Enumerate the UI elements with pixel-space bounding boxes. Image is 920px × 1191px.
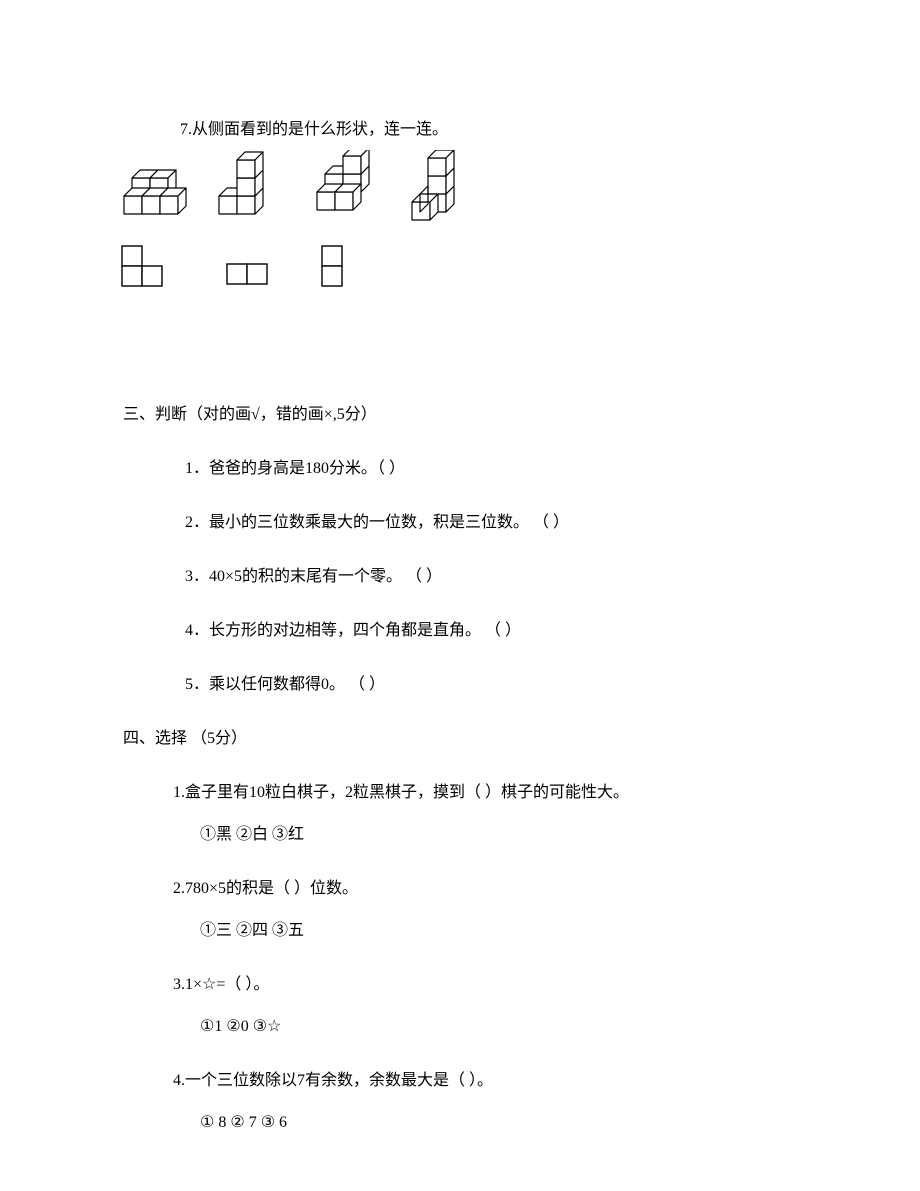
s4-q4: 4.一个三位数除以7有余数，余数最大是（ ）。 — [173, 1069, 920, 1093]
flat-shape-col2 — [320, 244, 344, 288]
section3-title: 三、判断（对的画√，错的画×,5分） — [123, 403, 920, 427]
q7-title: 7.从侧面看到的是什么形状，连一连。 — [180, 118, 920, 142]
flat-shape-row2 — [225, 262, 271, 286]
s3-item-5: 5．乘以任何数都得0。 （ ） — [185, 673, 920, 697]
s4-q2-opts: ①三 ②四 ③五 — [200, 919, 920, 943]
s3-item-3: 3．40×5的积的末尾有一个零。 （ ） — [185, 565, 920, 589]
section4-title: 四、选择 （5分） — [123, 727, 920, 751]
cube-figure-4 — [400, 150, 480, 222]
s3-item-4: 4．长方形的对边相等，四个角都是直角。 （ ） — [185, 619, 920, 643]
flat-shape-L — [120, 244, 168, 288]
s4-q1: 1.盒子里有10粒白棋子，2粒黑棋子，摸到（ ）棋子的可能性大。 — [173, 781, 920, 805]
s4-q1-opts: ①黑 ②白 ③红 — [200, 823, 920, 847]
s4-q2: 2.780×5的积是（ ）位数。 — [173, 877, 920, 901]
cube-figure-1 — [120, 152, 200, 220]
s3-item-1: 1．爸爸的身高是180分米。（ ） — [185, 457, 920, 481]
figures-3d-row — [120, 152, 490, 224]
cube-figure-2 — [215, 150, 295, 222]
cube-figure-3 — [305, 150, 395, 222]
s4-q3: 3.1×☆=（ ）。 — [173, 973, 920, 997]
s4-q3-opts: ①1 ②0 ③☆ — [200, 1015, 920, 1039]
s4-q4-opts: ① 8 ② 7 ③ 6 — [200, 1111, 920, 1135]
s3-item-2: 2．最小的三位数乘最大的一位数，积是三位数。 （ ） — [185, 511, 920, 535]
worksheet-page: 7.从侧面看到的是什么形状，连一连。 — [0, 118, 920, 1135]
figures-2d-row — [120, 244, 460, 288]
